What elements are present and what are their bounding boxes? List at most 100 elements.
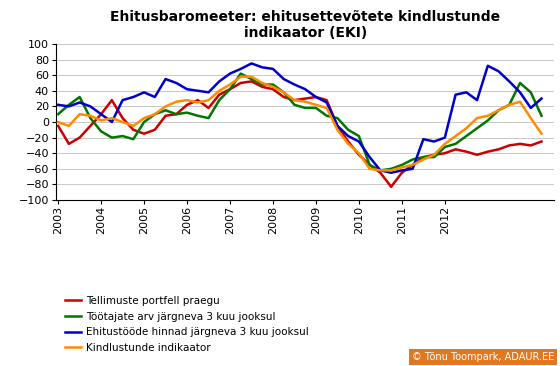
Tellimuste portfell praegu — [420, 155, 427, 159]
Tellimuste portfell praegu — [184, 102, 190, 107]
Töötajate arv järgneva 3 kuu jooksul — [345, 128, 352, 132]
Kindlustunde indikaator — [291, 98, 298, 102]
Töötajate arv järgneva 3 kuu jooksul — [173, 112, 180, 116]
Töötajate arv järgneva 3 kuu jooksul — [281, 90, 287, 94]
Line: Kindlustunde indikaator: Kindlustunde indikaator — [58, 77, 542, 171]
Kindlustunde indikaator — [259, 81, 265, 85]
Tellimuste portfell praegu — [366, 163, 373, 167]
Töötajate arv järgneva 3 kuu jooksul — [76, 95, 83, 99]
Kindlustunde indikaator — [377, 168, 384, 173]
Tellimuste portfell praegu — [227, 87, 234, 92]
Ehitustööde hinnad järgneva 3 kuu jooksul — [538, 96, 545, 101]
Ehitustööde hinnad järgneva 3 kuu jooksul — [66, 104, 72, 109]
Tellimuste portfell praegu — [474, 153, 480, 157]
Kindlustunde indikaator — [356, 151, 362, 156]
Kindlustunde indikaator — [130, 124, 137, 128]
Tellimuste portfell praegu — [87, 124, 94, 128]
Kindlustunde indikaator — [302, 100, 309, 104]
Title: Ehitusbaromeeter: ehitusettevõtete kindlustunde
indikaator (EKI): Ehitusbaromeeter: ehitusettevõtete kindl… — [110, 10, 500, 40]
Tellimuste portfell praegu — [388, 184, 394, 189]
Töötajate arv järgneva 3 kuu jooksul — [119, 134, 126, 138]
Kindlustunde indikaator — [248, 75, 255, 79]
Ehitustööde hinnad järgneva 3 kuu jooksul — [269, 67, 276, 71]
Tellimuste portfell praegu — [356, 153, 362, 157]
Tellimuste portfell praegu — [484, 149, 491, 154]
Töötajate arv järgneva 3 kuu jooksul — [495, 108, 502, 112]
Kindlustunde indikaator — [162, 104, 169, 109]
Töötajate arv järgneva 3 kuu jooksul — [130, 137, 137, 141]
Tellimuste portfell praegu — [248, 79, 255, 83]
Tellimuste portfell praegu — [409, 163, 416, 167]
Ehitustööde hinnad järgneva 3 kuu jooksul — [173, 81, 180, 85]
Töötajate arv järgneva 3 kuu jooksul — [55, 112, 62, 116]
Töötajate arv järgneva 3 kuu jooksul — [237, 71, 244, 76]
Tellimuste portfell praegu — [141, 131, 147, 136]
Kindlustunde indikaator — [184, 98, 190, 102]
Ehitustööde hinnad järgneva 3 kuu jooksul — [76, 100, 83, 105]
Kindlustunde indikaator — [399, 165, 405, 169]
Kindlustunde indikaator — [495, 108, 502, 112]
Ehitustööde hinnad järgneva 3 kuu jooksul — [334, 124, 341, 128]
Kindlustunde indikaator — [109, 116, 115, 120]
Ehitustööde hinnad järgneva 3 kuu jooksul — [227, 71, 234, 76]
Legend: Tellimuste portfell praegu, Töötajate arv järgneva 3 kuu jooksul, Ehitustööde hi: Tellimuste portfell praegu, Töötajate ar… — [61, 292, 313, 357]
Ehitustööde hinnad järgneva 3 kuu jooksul — [162, 77, 169, 81]
Tellimuste portfell praegu — [281, 95, 287, 99]
Tellimuste portfell praegu — [130, 128, 137, 132]
Töötajate arv järgneva 3 kuu jooksul — [194, 113, 201, 118]
Töötajate arv järgneva 3 kuu jooksul — [291, 102, 298, 107]
Kindlustunde indikaator — [366, 167, 373, 171]
Töötajate arv järgneva 3 kuu jooksul — [474, 126, 480, 130]
Ehitustööde hinnad järgneva 3 kuu jooksul — [312, 95, 319, 99]
Kindlustunde indikaator — [452, 134, 459, 138]
Ehitustööde hinnad järgneva 3 kuu jooksul — [130, 95, 137, 99]
Kindlustunde indikaator — [119, 120, 126, 124]
Tellimuste portfell praegu — [151, 128, 158, 132]
Kindlustunde indikaator — [76, 112, 83, 116]
Ehitustööde hinnad järgneva 3 kuu jooksul — [356, 139, 362, 144]
Ehitustööde hinnad järgneva 3 kuu jooksul — [194, 89, 201, 93]
Ehitustööde hinnad järgneva 3 kuu jooksul — [366, 155, 373, 159]
Kindlustunde indikaator — [334, 128, 341, 132]
Ehitustööde hinnad järgneva 3 kuu jooksul — [409, 167, 416, 171]
Kindlustunde indikaator — [409, 163, 416, 167]
Tellimuste portfell praegu — [452, 147, 459, 152]
Kindlustunde indikaator — [528, 116, 534, 120]
Töötajate arv järgneva 3 kuu jooksul — [323, 113, 330, 118]
Töötajate arv järgneva 3 kuu jooksul — [388, 167, 394, 171]
Töötajate arv järgneva 3 kuu jooksul — [409, 157, 416, 162]
Ehitustööde hinnad järgneva 3 kuu jooksul — [205, 90, 212, 94]
Ehitustööde hinnad järgneva 3 kuu jooksul — [474, 98, 480, 102]
Tellimuste portfell praegu — [334, 124, 341, 128]
Töötajate arv järgneva 3 kuu jooksul — [366, 163, 373, 167]
Line: Ehitustööde hinnad järgneva 3 kuu jooksul: Ehitustööde hinnad järgneva 3 kuu jooksu… — [58, 63, 542, 173]
Kindlustunde indikaator — [194, 100, 201, 105]
Tellimuste portfell praegu — [517, 142, 524, 146]
Töötajate arv järgneva 3 kuu jooksul — [205, 116, 212, 120]
Kindlustunde indikaator — [474, 116, 480, 120]
Töötajate arv järgneva 3 kuu jooksul — [109, 135, 115, 140]
Ehitustööde hinnad järgneva 3 kuu jooksul — [216, 79, 223, 83]
Kindlustunde indikaator — [141, 116, 147, 120]
Ehitustööde hinnad järgneva 3 kuu jooksul — [184, 87, 190, 92]
Kindlustunde indikaator — [237, 75, 244, 79]
Kindlustunde indikaator — [538, 131, 545, 136]
Töötajate arv järgneva 3 kuu jooksul — [356, 134, 362, 138]
Kindlustunde indikaator — [269, 85, 276, 89]
Ehitustööde hinnad järgneva 3 kuu jooksul — [281, 77, 287, 81]
Tellimuste portfell praegu — [528, 143, 534, 147]
Tellimuste portfell praegu — [237, 81, 244, 85]
Töötajate arv järgneva 3 kuu jooksul — [87, 116, 94, 120]
Kindlustunde indikaator — [441, 142, 448, 146]
Tellimuste portfell praegu — [173, 112, 180, 116]
Ehitustööde hinnad järgneva 3 kuu jooksul — [151, 95, 158, 99]
Töötajate arv järgneva 3 kuu jooksul — [528, 90, 534, 94]
Ehitustööde hinnad järgneva 3 kuu jooksul — [141, 90, 147, 94]
Tellimuste portfell praegu — [302, 96, 309, 101]
Ehitustööde hinnad järgneva 3 kuu jooksul — [55, 102, 62, 107]
Kindlustunde indikaator — [151, 112, 158, 116]
Tellimuste portfell praegu — [194, 98, 201, 102]
Kindlustunde indikaator — [345, 142, 352, 146]
Tellimuste portfell praegu — [495, 147, 502, 152]
Töötajate arv järgneva 3 kuu jooksul — [420, 155, 427, 159]
